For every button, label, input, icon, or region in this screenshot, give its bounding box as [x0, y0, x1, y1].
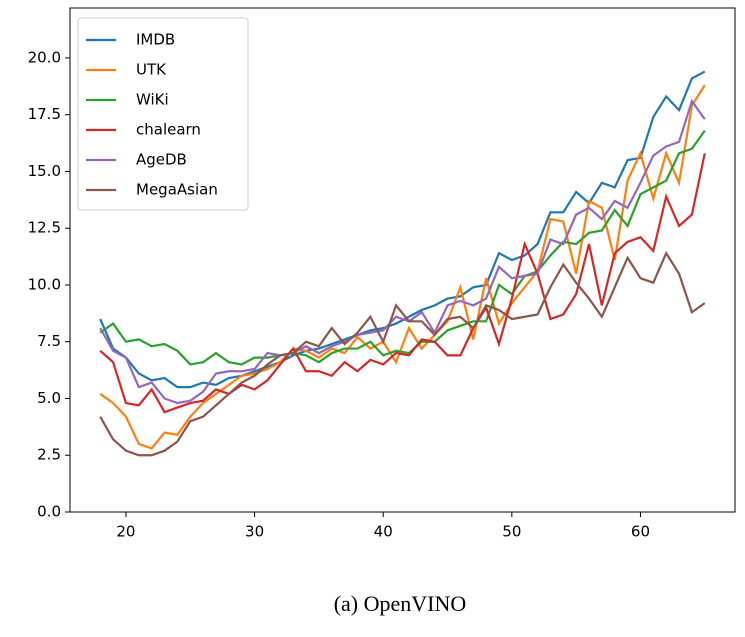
y-tick-label: 2.5: [37, 446, 61, 464]
legend-label: chalearn: [136, 121, 201, 139]
legend-label: WiKi: [136, 91, 169, 109]
y-tick-label: 17.5: [28, 105, 61, 123]
legend-label: AgeDB: [136, 151, 187, 169]
y-tick-label: 10.0: [28, 275, 61, 293]
line: [99, 129, 706, 366]
x-tick-label: 40: [374, 523, 393, 541]
x-tick-label: 50: [502, 523, 521, 541]
line: [99, 153, 706, 414]
legend-label: UTK: [136, 61, 167, 79]
plot-frame: [69, 7, 736, 513]
legend-label: MegaAsian: [136, 181, 218, 199]
x-tick-label: 30: [245, 523, 264, 541]
caption: (a) OpenVINO: [334, 591, 467, 616]
y-tick-label: 12.5: [28, 219, 61, 237]
x-tick-label: 20: [116, 523, 135, 541]
y-tick-label: 20.0: [28, 48, 61, 66]
legend-box: [77, 17, 249, 211]
x-tick-label: 60: [631, 523, 650, 541]
legend-label: IMDB: [136, 31, 175, 49]
line: [99, 250, 706, 457]
y-tick-label: 5.0: [37, 389, 61, 407]
line: [99, 98, 706, 405]
y-tick-label: 0.0: [37, 503, 61, 521]
y-tick-label: 7.5: [37, 332, 61, 350]
y-tick-label: 15.0: [28, 162, 61, 180]
